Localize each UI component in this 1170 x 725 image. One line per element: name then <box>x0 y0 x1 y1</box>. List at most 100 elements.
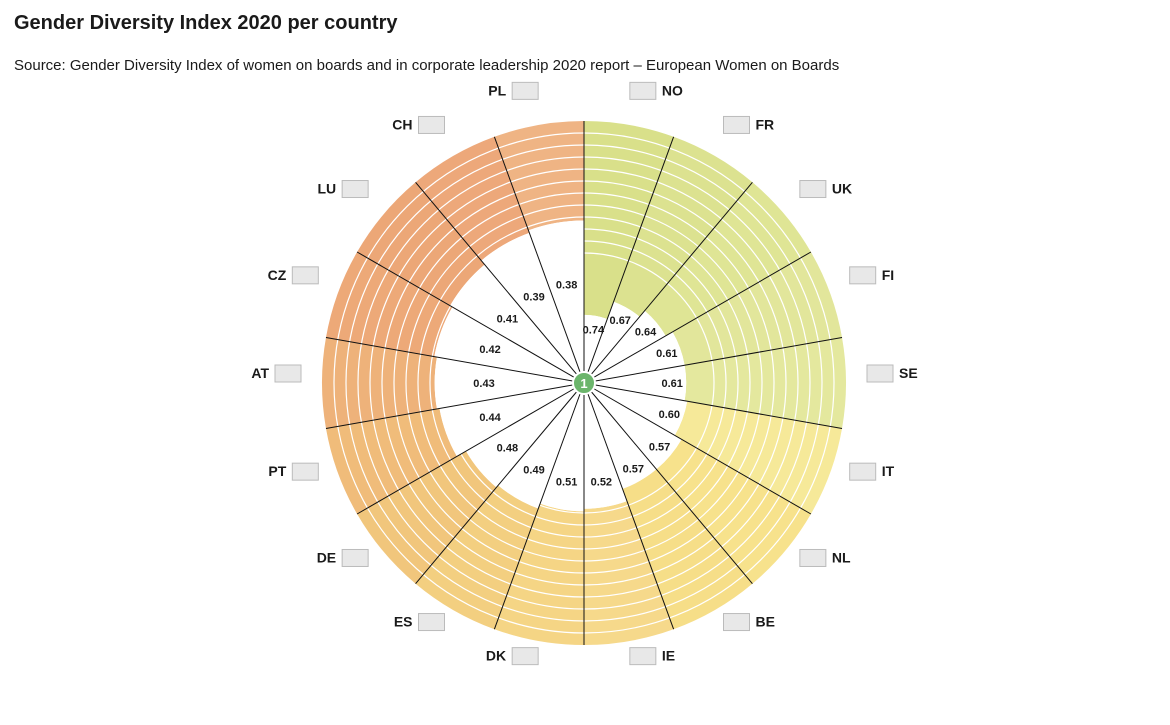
bar-gap <box>584 365 687 401</box>
country-code: CZ <box>268 267 287 283</box>
country-label-lu: LU <box>317 180 369 199</box>
country-label-ch: CH <box>392 115 445 134</box>
value-label: 0.60 <box>659 409 680 421</box>
chart-source: Source: Gender Diversity Index of women … <box>14 57 840 74</box>
value-label: 0.67 <box>610 315 631 327</box>
country-code: DK <box>486 648 506 664</box>
flag-icon <box>418 115 445 134</box>
country-label-fr: FR <box>723 115 775 134</box>
flag-icon <box>723 613 750 632</box>
center-marker <box>572 371 596 395</box>
value-label: 0.49 <box>523 465 544 477</box>
country-code: DE <box>317 549 336 565</box>
country-code: ES <box>394 614 413 630</box>
country-code: CH <box>392 116 412 132</box>
country-code: IT <box>882 463 895 479</box>
bar-gap <box>584 310 666 383</box>
value-label: 0.41 <box>497 314 518 326</box>
bar-at <box>322 337 437 429</box>
bar-se <box>684 337 847 429</box>
country-code: SE <box>899 365 918 381</box>
bar-be <box>622 469 753 630</box>
bar-pl <box>494 121 584 231</box>
value-label: 0.48 <box>497 442 518 454</box>
country-code: BE <box>756 614 775 630</box>
bar-dk <box>494 503 584 645</box>
flag-icon <box>274 364 302 383</box>
spoke-line <box>583 251 812 384</box>
flag-icon <box>511 647 539 666</box>
spoke-line <box>583 382 843 429</box>
spoke-line <box>493 136 585 384</box>
country-code: NO <box>662 82 683 98</box>
value-label: 0.64 <box>635 326 657 338</box>
country-label-it: IT <box>849 462 895 481</box>
country-label-cz: CZ <box>268 266 319 285</box>
country-code: IE <box>662 648 675 664</box>
flag-icon <box>723 115 750 134</box>
country-label-pl: PL <box>488 81 539 100</box>
value-label: 0.51 <box>556 476 577 488</box>
spoke-line <box>325 337 585 384</box>
country-label-de: DE <box>317 548 369 567</box>
country-code: UK <box>832 181 852 197</box>
bar-ie <box>584 501 674 645</box>
bar-gap <box>498 383 584 509</box>
flag-icon <box>849 462 877 481</box>
value-label: 0.44 <box>479 412 501 424</box>
value-label: 0.52 <box>591 476 612 488</box>
country-code: LU <box>317 181 336 197</box>
country-label-no: NO <box>629 81 683 100</box>
country-label-fi: FI <box>849 266 894 285</box>
bar-gap <box>584 383 688 436</box>
country-code: NL <box>832 549 851 565</box>
spoke-line <box>583 136 675 384</box>
spoke-line <box>583 382 753 585</box>
country-label-at: AT <box>251 364 302 383</box>
flag-icon <box>291 266 319 285</box>
spoke-line <box>415 181 585 384</box>
country-label-nl: NL <box>799 548 851 567</box>
flag-icon <box>629 81 657 100</box>
spoke-line <box>583 181 753 384</box>
flag-icon <box>341 180 369 199</box>
country-label-be: BE <box>723 613 775 632</box>
value-label: 0.42 <box>479 344 500 356</box>
country-label-uk: UK <box>799 180 852 199</box>
bar-ch <box>415 136 530 261</box>
bar-gap <box>584 383 682 470</box>
bar-fr <box>613 136 753 317</box>
bar-pt <box>325 408 457 514</box>
value-label: 0.43 <box>473 378 494 390</box>
flag-icon <box>799 180 827 199</box>
country-code: PT <box>268 463 286 479</box>
flag-icon <box>629 647 657 666</box>
spoke-line <box>415 382 585 585</box>
bar-fi <box>672 252 843 366</box>
spoke-line <box>583 382 812 515</box>
value-label: 0.57 <box>623 463 644 475</box>
spoke-line <box>493 382 585 630</box>
value-label: 0.74 <box>583 325 605 337</box>
value-label: 0.57 <box>649 441 670 453</box>
bar-gap <box>450 264 584 383</box>
value-label: 0.61 <box>661 378 682 390</box>
bar-gap <box>439 383 584 457</box>
spoke-line <box>356 382 585 515</box>
country-label-dk: DK <box>486 647 539 666</box>
flag-icon <box>291 462 319 481</box>
bar-gap <box>466 383 584 488</box>
flag-icon <box>511 81 539 100</box>
bar-gap <box>584 301 640 383</box>
value-label: 0.39 <box>523 291 544 303</box>
country-code: FR <box>756 116 775 132</box>
country-code: PL <box>488 82 506 98</box>
flag-icon <box>849 266 877 285</box>
spoke-line <box>583 337 843 384</box>
flag-icon <box>866 364 894 383</box>
bar-gap <box>434 307 584 383</box>
flag-icon <box>799 548 827 567</box>
bar-gap <box>481 232 584 383</box>
bar-gap <box>584 383 657 489</box>
